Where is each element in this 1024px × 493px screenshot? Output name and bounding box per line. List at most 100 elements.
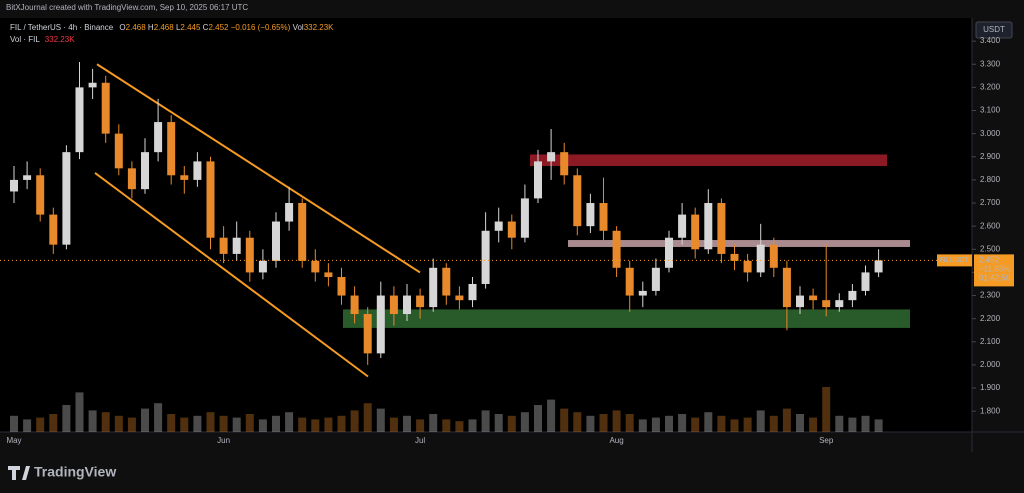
candle-body — [298, 203, 307, 261]
volume-bar — [429, 414, 438, 432]
candle-body — [232, 237, 241, 254]
currency-button[interactable] — [975, 21, 1013, 39]
y-tick-label: 2.900 — [980, 152, 1001, 161]
y-tick-label: 3.100 — [980, 106, 1001, 115]
candle-body — [455, 295, 464, 301]
volume-bar — [730, 419, 739, 432]
candle-body — [861, 272, 870, 291]
volume-bar — [167, 414, 176, 432]
volume-bar — [638, 419, 647, 432]
candle-body — [127, 168, 136, 190]
candle-body — [36, 175, 45, 215]
volume-bar — [389, 417, 398, 432]
currency[interactable]: USDT — [983, 25, 1005, 34]
candle-body — [154, 122, 163, 153]
volume-bar — [547, 399, 556, 432]
candle-body — [75, 87, 84, 153]
logo-text: TradingView — [34, 464, 116, 480]
y-tick-label: 2.300 — [980, 291, 1001, 300]
volume-bar — [154, 403, 163, 432]
y-tick-label: 2.500 — [980, 244, 1001, 253]
candle-body — [638, 290, 647, 296]
candle-body — [206, 161, 215, 238]
candle-body — [114, 133, 123, 169]
volume-bar — [298, 417, 307, 432]
volume-bar — [691, 417, 700, 432]
candle-body — [193, 161, 202, 180]
volume-bar — [717, 415, 726, 432]
volume-bar — [127, 417, 136, 432]
candle-body — [796, 295, 804, 308]
candle-body — [245, 237, 254, 273]
y-tick-label: 3.300 — [980, 59, 1001, 68]
volume-bar — [403, 415, 411, 432]
volume-bar — [363, 403, 372, 432]
volume-bar — [782, 408, 791, 432]
x-tick-label: Sep — [819, 436, 834, 445]
volume-bar — [665, 415, 673, 432]
candle-body — [691, 214, 700, 250]
candle-body — [337, 277, 346, 296]
candle-body — [730, 253, 739, 261]
x-tick-label: May — [6, 436, 21, 445]
zone — [568, 240, 910, 247]
y-tick-label: 2.200 — [980, 314, 1001, 323]
volume-label: Vol · FIL — [10, 35, 40, 44]
candle-body — [822, 300, 831, 308]
candle-body — [442, 267, 451, 296]
symbol: FIL / TetherUS · 4h · Binance — [10, 23, 114, 32]
y-tick-label: 2.000 — [980, 360, 1001, 369]
y-tick-label: 2.700 — [980, 198, 1001, 207]
watermark: BitXJournal created with TradingView.com… — [6, 3, 248, 12]
volume-value: 332.23K — [45, 35, 75, 44]
candle-body — [62, 152, 71, 245]
price-tag-change: −11.83% — [979, 264, 1010, 273]
volume-bar — [874, 419, 883, 432]
volume-bar — [350, 410, 359, 432]
zone — [530, 154, 887, 167]
candle-body — [311, 260, 320, 273]
y-tick-label: 3.400 — [980, 36, 1001, 45]
volume-legend: Vol · FIL 332.23K — [10, 35, 75, 44]
volume-bar — [625, 414, 634, 432]
channel-line — [96, 63, 421, 274]
candle-body — [769, 244, 778, 268]
price-tag-symbol: FILUSDT — [939, 257, 969, 264]
candle-body — [782, 267, 791, 308]
volume-bar — [651, 417, 660, 432]
candle-body — [468, 283, 477, 301]
candle-body — [363, 314, 372, 354]
candle-body — [10, 179, 18, 192]
price-tag-price: 2.452 — [979, 255, 1000, 264]
volume-bar — [101, 412, 110, 432]
y-tick-label: 1.900 — [980, 383, 1001, 392]
candle-body — [717, 203, 726, 254]
volume-bar — [704, 412, 713, 432]
y-tick-label: 2.100 — [980, 337, 1001, 346]
candle-body — [101, 82, 110, 134]
candle-body — [376, 295, 385, 354]
candle-body — [429, 267, 438, 308]
x-tick-label: Jul — [415, 436, 425, 445]
volume-bar — [599, 414, 608, 432]
candle-body — [285, 203, 294, 222]
volume-bar — [442, 419, 451, 432]
volume-bar — [678, 414, 687, 432]
candle-body — [389, 295, 398, 315]
candle-body — [272, 221, 280, 261]
volume-bar — [88, 410, 97, 432]
volume-bar — [481, 410, 490, 432]
candle-body — [651, 267, 660, 291]
volume-bar — [324, 417, 333, 432]
open-label: O — [119, 23, 125, 32]
volume-bar — [337, 415, 346, 432]
candle-body — [324, 272, 333, 278]
candle-body — [573, 175, 582, 227]
volume-bar — [245, 414, 254, 432]
volume-bar — [272, 415, 280, 432]
candle-body — [507, 221, 516, 238]
candle-body — [848, 290, 857, 301]
volume-bar — [206, 412, 215, 432]
volume-bar — [848, 417, 857, 432]
